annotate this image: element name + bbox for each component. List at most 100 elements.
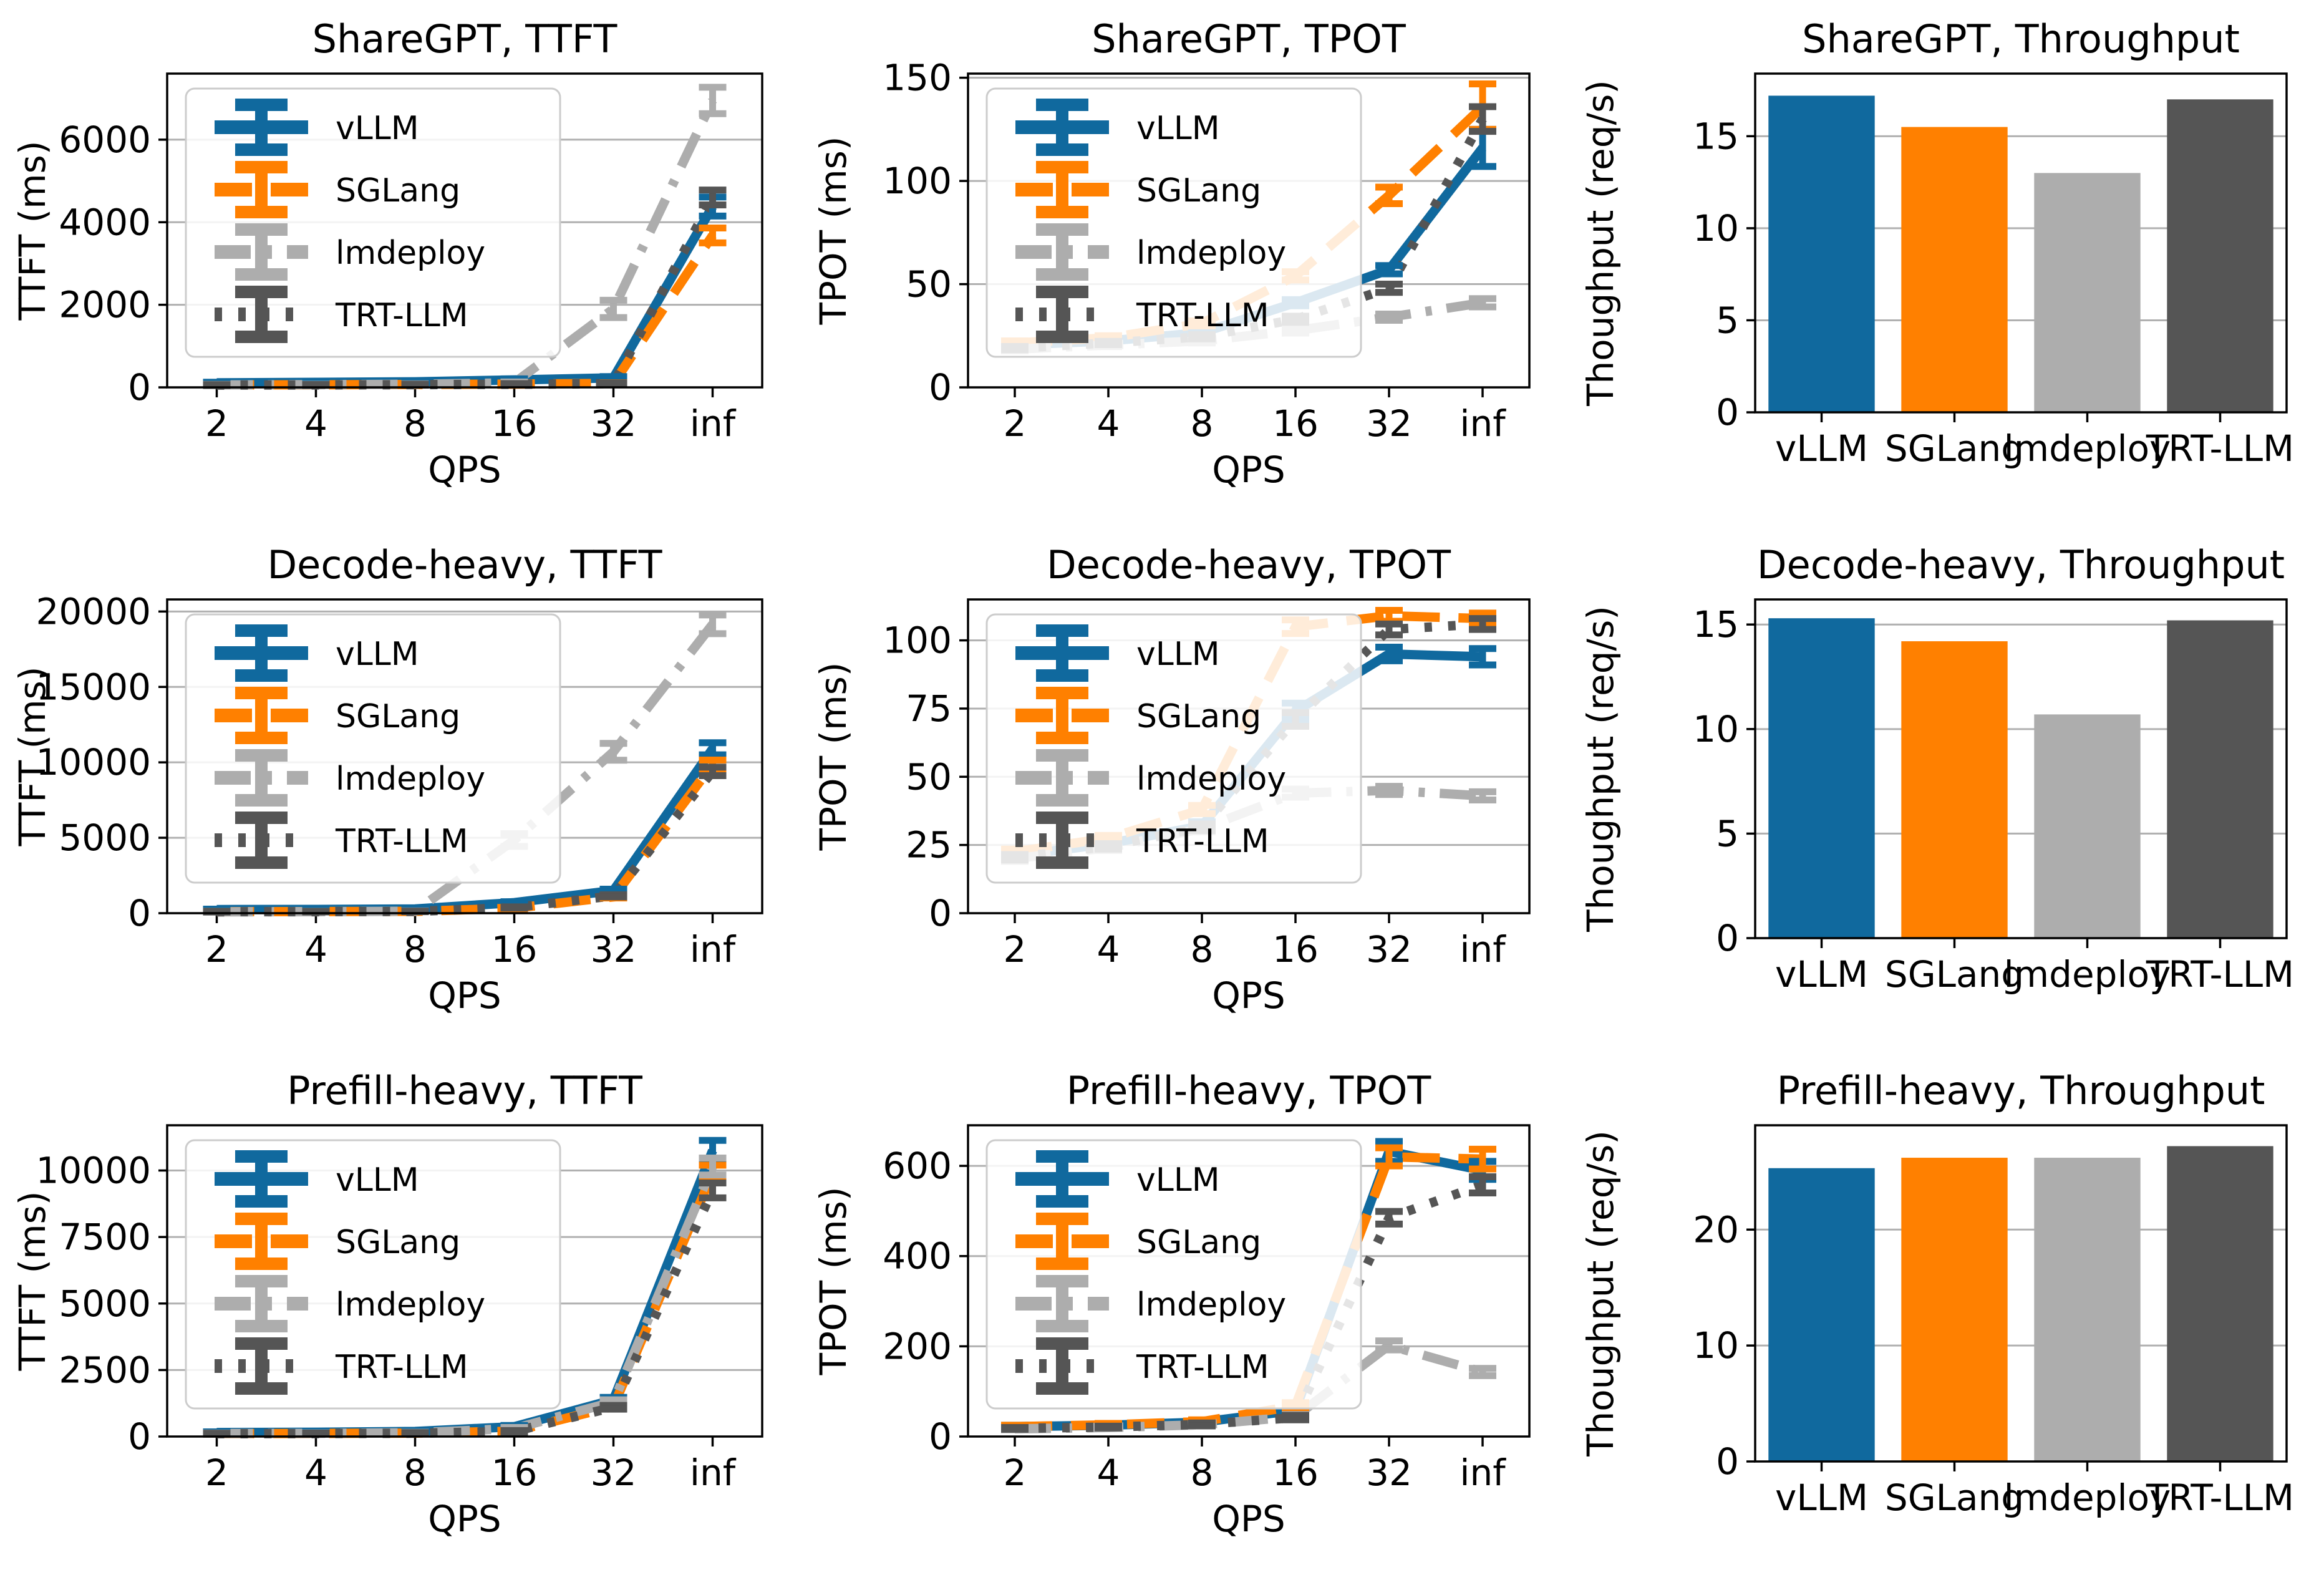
subplot-prefill-tpot: Prefill-heavy, TPOT 0 200 400 600 TPOT (ms) 2 4… — [801, 1052, 1568, 1575]
bar-sglang — [1901, 127, 2008, 412]
x-tick-label: 4 — [304, 928, 327, 971]
legend-entry-lmdeploy[interactable]: lmdeploy — [215, 749, 485, 807]
y-tick-label: 0 — [1716, 1440, 1739, 1483]
legend-entry-trt-llm[interactable]: TRT-LLM — [215, 812, 468, 869]
error-bar — [599, 1402, 627, 1413]
legend-label: SGLang — [1136, 698, 1261, 735]
y-tick-label: 100 — [883, 619, 952, 662]
legend-entry-lmdeploy[interactable]: lmdeploy — [1015, 749, 1286, 807]
axes-frame — [1754, 72, 2288, 414]
legend-label: TRT-LLM — [1136, 297, 1269, 334]
x-tick-label: 32 — [1366, 928, 1412, 971]
error-bar — [1095, 1422, 1122, 1432]
axes-frame — [967, 1124, 1531, 1438]
legend-label: TRT-LLM — [1136, 1349, 1269, 1386]
series-line-lmdeploy — [216, 1165, 717, 1438]
legend-entry-trt-llm[interactable]: TRT-LLM — [1015, 1337, 1269, 1395]
subplot-decode-ttft: Decode-heavy, TTFT 0 5000 10000 15000 20000 TT… — [0, 526, 801, 1052]
legend-label: SGLang — [336, 172, 460, 210]
legend-entry-sglang[interactable]: SGLang — [215, 161, 460, 218]
legend-entry-trt-llm[interactable]: TRT-LLM — [1015, 286, 1269, 343]
error-bar — [1375, 644, 1403, 664]
x-tick-label: 2 — [1004, 928, 1027, 971]
x-tick-label: inf — [1460, 402, 1506, 445]
series-line-lmdeploy — [216, 621, 717, 917]
x-tick-label: 2 — [1004, 402, 1027, 445]
error-bar — [1375, 1208, 1403, 1228]
x-tick-label: 8 — [1191, 402, 1214, 445]
x-tick-label: 8 — [404, 1451, 427, 1494]
x-tick-label: 32 — [591, 928, 637, 971]
y-tick-label: 50 — [906, 263, 952, 306]
error-bar — [302, 1430, 330, 1438]
legend-entry-sglang[interactable]: SGLang — [1015, 687, 1261, 744]
error-bar — [1469, 615, 1496, 633]
x-tick-label: 32 — [591, 402, 637, 445]
legend-entry-vllm[interactable]: vLLM — [1015, 624, 1220, 682]
error-bar — [500, 1427, 528, 1436]
error-bar — [1375, 1144, 1403, 1170]
x-tick-label: TRT-LLM — [2146, 1476, 2294, 1519]
error-bar — [699, 1154, 727, 1179]
legend-label: vLLM — [1136, 110, 1220, 147]
x-tick-label: lmdeploy — [2004, 953, 2171, 996]
legend-entry-lmdeploy[interactable]: lmdeploy — [215, 1275, 485, 1332]
subplot-sharegpt-tpot: ShareGPT, TPOT 0 50 100 150 TPOT (ms) 2 4 8 16 32 i… — [801, 0, 1568, 526]
error-bar — [500, 380, 528, 389]
error-bar — [599, 379, 627, 388]
subplot-title: ShareGPT, Throughput — [1802, 16, 2240, 62]
x-axis-label: QPS — [1212, 448, 1285, 491]
y-tick-label: 4000 — [59, 201, 151, 243]
legend-entry-lmdeploy[interactable]: lmdeploy — [1015, 223, 1286, 281]
legend-entry-vllm[interactable]: vLLM — [1015, 99, 1220, 156]
error-bar — [1282, 1412, 1309, 1423]
legend-entry-lmdeploy[interactable]: lmdeploy — [215, 223, 485, 281]
legend-label: SGLang — [336, 1224, 460, 1261]
legend-entry-trt-llm[interactable]: TRT-LLM — [1015, 812, 1269, 869]
legend-entry-vllm[interactable]: vLLM — [215, 624, 419, 682]
x-axis-label: QPS — [1212, 974, 1285, 1017]
legend-entry-trt-llm[interactable]: TRT-LLM — [215, 1337, 468, 1395]
subplot-title: Prefill-heavy, Throughput — [1777, 1068, 2265, 1113]
x-axis-label: QPS — [428, 448, 501, 491]
x-tick-label: 8 — [1191, 928, 1214, 971]
y-axis-label: TTFT (ms) — [11, 140, 54, 321]
y-tick-label: 150 — [883, 57, 952, 99]
legend-entry-lmdeploy[interactable]: lmdeploy — [1015, 1275, 1286, 1332]
legend-entry-vllm[interactable]: vLLM — [1015, 1150, 1220, 1208]
legend-entry-sglang[interactable]: SGLang — [215, 687, 460, 744]
error-bar — [599, 891, 627, 901]
y-tick-label: 5000 — [59, 817, 151, 859]
legend-label: lmdeploy — [336, 235, 485, 272]
bar-trt-llm — [2167, 99, 2273, 412]
y-tick-label: 10 — [1693, 708, 1739, 750]
legend-entry-trt-llm[interactable]: TRT-LLM — [215, 286, 468, 343]
legend-label: SGLang — [1136, 172, 1261, 210]
x-tick-label: 4 — [304, 402, 327, 445]
x-tick-label: 16 — [491, 1451, 538, 1494]
legend-entry-sglang[interactable]: SGLang — [1015, 161, 1261, 218]
y-tick-label: 10000 — [36, 741, 151, 783]
axes-frame — [166, 72, 763, 389]
legend-entry-sglang[interactable]: SGLang — [215, 1213, 460, 1270]
legend-label: TRT-LLM — [335, 1349, 468, 1386]
y-axis-label: TTFT (ms) — [11, 1191, 54, 1371]
legend-entry-vllm[interactable]: vLLM — [215, 1150, 419, 1208]
legend-entry-sglang[interactable]: SGLang — [1015, 1213, 1261, 1270]
error-bar — [699, 1180, 727, 1201]
error-bar — [1469, 1173, 1496, 1196]
x-tick-label: 16 — [491, 402, 538, 445]
x-tick-label: 32 — [591, 1451, 637, 1494]
x-tick-label: SGLang — [1885, 1476, 2024, 1519]
bar-lmdeploy — [2034, 714, 2141, 938]
error-bar — [599, 296, 627, 321]
subplot-title: Decode-heavy, TTFT — [267, 542, 662, 588]
subplot-title: Prefill-heavy, TPOT — [1067, 1068, 1432, 1113]
x-tick-label: 16 — [1272, 928, 1319, 971]
error-bar — [1469, 1365, 1496, 1379]
y-axis-label: Thoughput (req/s) — [1579, 606, 1622, 933]
legend-entry-vllm[interactable]: vLLM — [215, 99, 419, 156]
bar-trt-llm — [2167, 1146, 2273, 1461]
error-bar — [699, 611, 727, 637]
y-tick-label: 0 — [929, 366, 952, 409]
